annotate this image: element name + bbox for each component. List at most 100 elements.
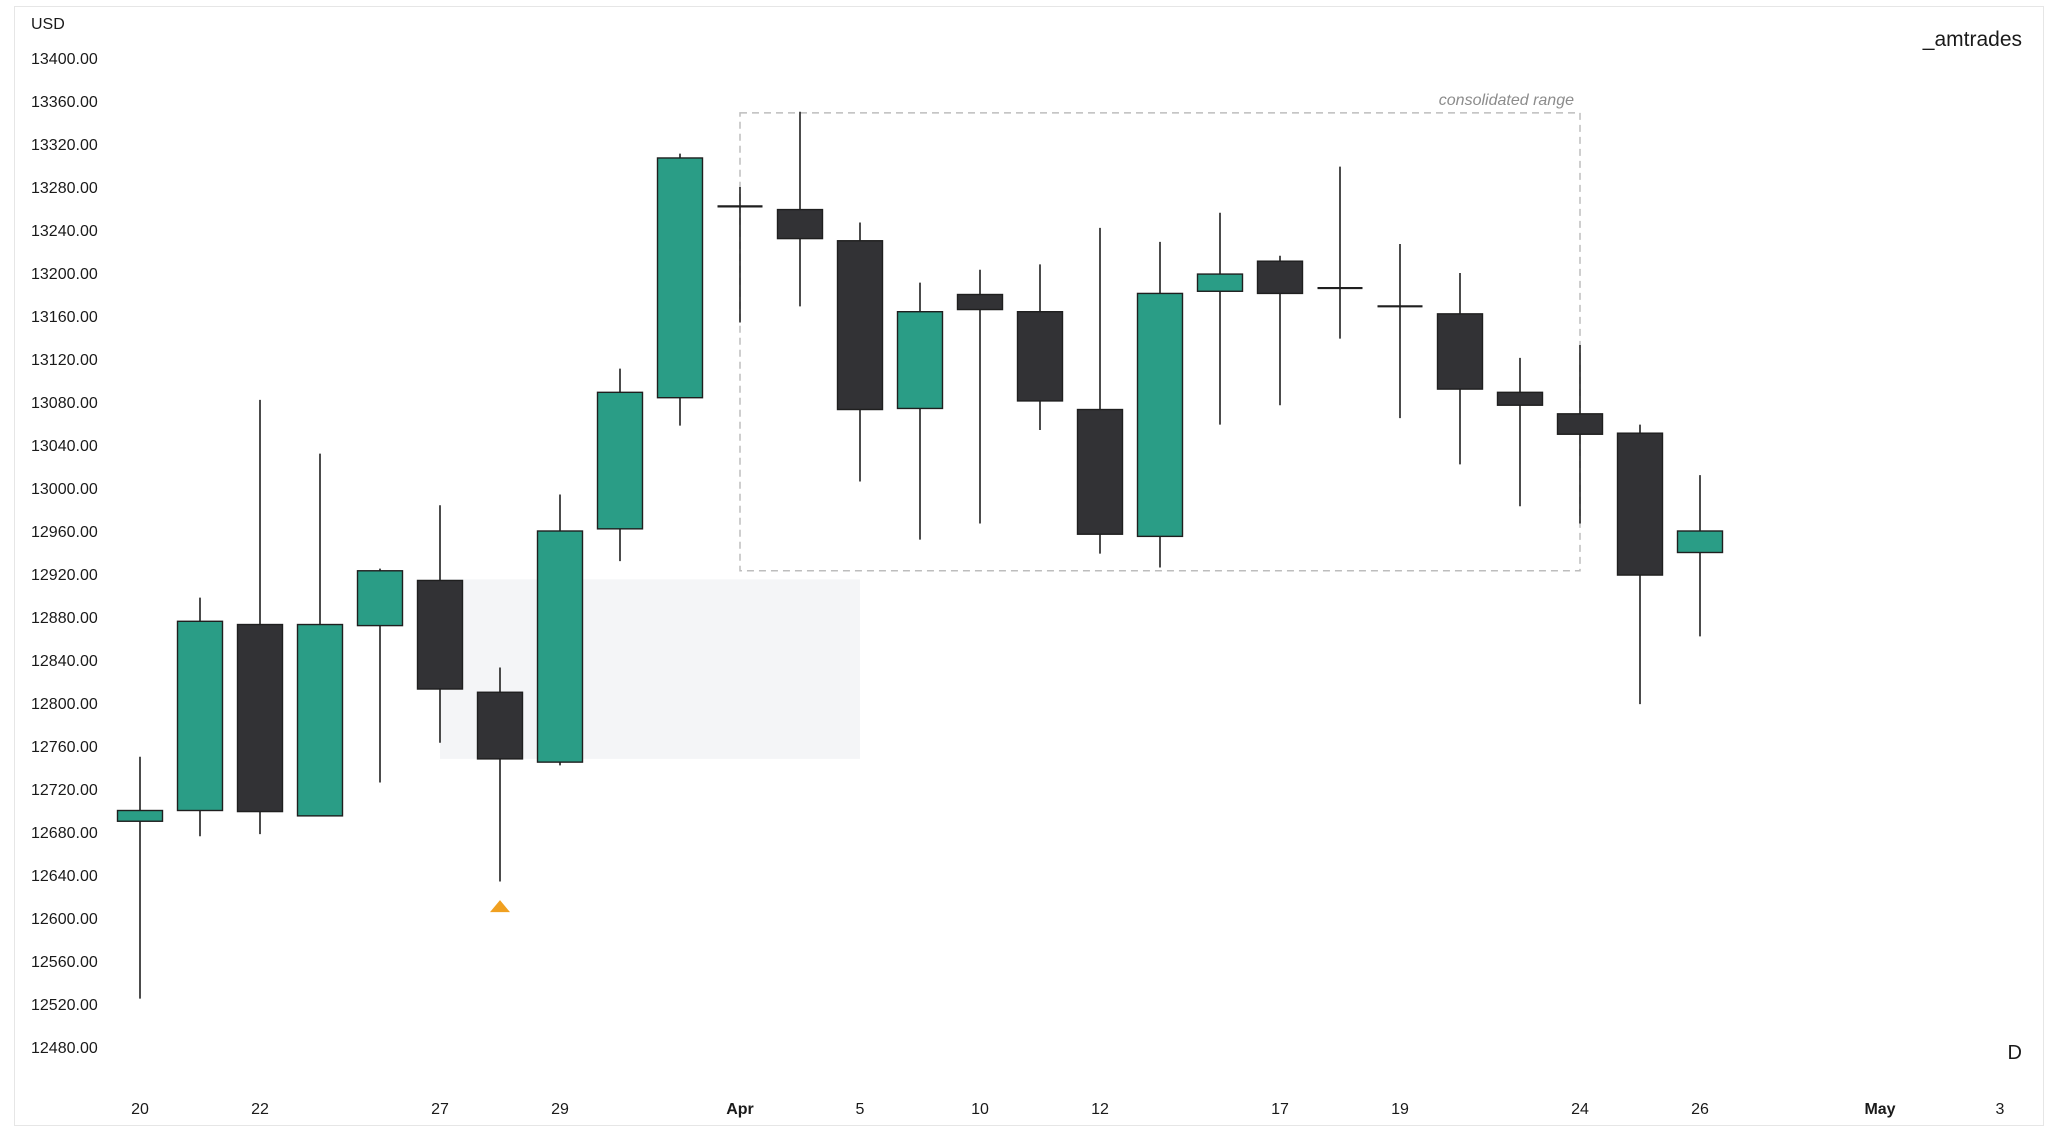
candle: [356, 568, 404, 783]
y-tick-label: 12960.00: [31, 524, 98, 541]
candle: [1377, 243, 1423, 419]
period-label[interactable]: D: [2007, 1042, 2022, 1064]
candle: [1136, 241, 1184, 568]
y-tick-label: 12520.00: [31, 997, 98, 1014]
y-tick-label: 13040.00: [31, 438, 98, 455]
candle-body-bull: [656, 157, 704, 399]
y-tick-label: 13200.00: [31, 266, 98, 283]
y-tick-label: 12800.00: [31, 696, 98, 713]
x-tick-label: 29: [551, 1101, 569, 1118]
y-tick-label: 13400.00: [31, 51, 98, 68]
x-tick-label: 19: [1391, 1101, 1409, 1118]
candle-body-bear: [776, 208, 824, 240]
price-axis[interactable]: 13400.00 13360.00 13320.00 13280.00 13240.00…: [31, 51, 98, 1057]
x-tick-label: 12: [1091, 1101, 1109, 1118]
candle-body-bear: [1616, 432, 1664, 576]
candle-body-bear: [1496, 391, 1544, 406]
candle: [236, 399, 284, 835]
candle: [1076, 227, 1124, 554]
x-tick-label: May: [1864, 1101, 1895, 1118]
y-tick-label: 12880.00: [31, 610, 98, 627]
y-tick-label: 13160.00: [31, 309, 98, 326]
candle: [416, 505, 464, 743]
candle: [536, 494, 584, 766]
y-tick-label: 13120.00: [31, 352, 98, 369]
y-tick-label: 13360.00: [31, 94, 98, 111]
candle: [1016, 264, 1064, 430]
x-tick-label: 5: [856, 1101, 865, 1118]
candle: [656, 153, 704, 426]
candle-body-bear: [1076, 408, 1124, 535]
candle-body-bear: [1016, 311, 1064, 402]
chart-frame: [14, 6, 2044, 1126]
x-tick-label: 20: [131, 1101, 149, 1118]
candle-body-bear: [476, 691, 524, 760]
y-tick-label: 12720.00: [31, 782, 98, 799]
y-tick-label: 12840.00: [31, 653, 98, 670]
consolidated-range-label: consolidated range: [1439, 92, 1574, 109]
candle: [176, 597, 224, 837]
candle-body-bear: [1556, 413, 1604, 435]
candle-body-bull: [536, 530, 584, 763]
candle: [836, 222, 884, 482]
consolidated-range-box[interactable]: [739, 112, 1581, 572]
candle: [896, 282, 944, 540]
candle-body-bear: [1256, 260, 1304, 295]
y-tick-label: 13280.00: [31, 180, 98, 197]
candle: [116, 756, 164, 999]
candle-body-bear: [956, 293, 1004, 311]
candle-body-bull: [296, 623, 344, 817]
candle-body-bull: [896, 311, 944, 410]
x-tick-label: 27: [431, 1101, 449, 1118]
y-tick-label: 12760.00: [31, 739, 98, 756]
candle-body-bull: [596, 391, 644, 530]
candle-body-bull: [176, 620, 224, 812]
candle: [1196, 212, 1244, 425]
candle: [1616, 424, 1664, 705]
y-tick-label: 12560.00: [31, 954, 98, 971]
y-tick-label: 12680.00: [31, 825, 98, 842]
y-tick-label: 12480.00: [31, 1040, 98, 1057]
time-axis[interactable]: 20 22 27 29 Apr 5 10 12 17 19 24 26 May 3: [131, 1101, 2004, 1118]
currency-label: USD: [31, 16, 65, 33]
candle: [1256, 255, 1304, 406]
candle: [476, 667, 524, 882]
candle-body-bear: [836, 240, 884, 411]
y-tick-label: 12640.00: [31, 868, 98, 885]
candle: [717, 187, 763, 323]
candle: [596, 368, 644, 562]
candle: [1317, 166, 1363, 339]
y-tick-label: 13000.00: [31, 481, 98, 498]
candle-body-bull: [116, 809, 164, 822]
candle-body-bear: [416, 579, 464, 690]
candles: [116, 111, 1724, 999]
x-tick-label: 10: [971, 1101, 989, 1118]
candle-body-bull: [356, 570, 404, 627]
candle: [776, 111, 824, 307]
y-tick-label: 12600.00: [31, 911, 98, 928]
y-tick-label: 13080.00: [31, 395, 98, 412]
candle: [1436, 273, 1484, 465]
candle: [296, 453, 344, 817]
x-tick-label: 26: [1691, 1101, 1709, 1118]
candle-body-bear: [236, 623, 284, 813]
x-tick-label: 3: [1996, 1101, 2005, 1118]
candle: [1676, 475, 1724, 637]
signal-marker-triangle: [490, 900, 510, 913]
y-tick-label: 13240.00: [31, 223, 98, 240]
x-tick-label: 17: [1271, 1101, 1289, 1118]
brand-watermark: _amtrades: [1922, 28, 2022, 51]
candle-body-bear: [1436, 313, 1484, 390]
y-tick-label: 12920.00: [31, 567, 98, 584]
candle-body-bull: [1676, 530, 1724, 554]
candle: [1496, 357, 1544, 507]
candle-body-bull: [1196, 273, 1244, 292]
y-tick-label: 13320.00: [31, 137, 98, 154]
x-tick-label: Apr: [726, 1101, 754, 1118]
candle: [1556, 345, 1604, 524]
x-tick-label: 24: [1571, 1101, 1589, 1118]
candle: [956, 269, 1004, 524]
x-tick-label: 22: [251, 1101, 269, 1118]
candle-body-bull: [1136, 292, 1184, 538]
